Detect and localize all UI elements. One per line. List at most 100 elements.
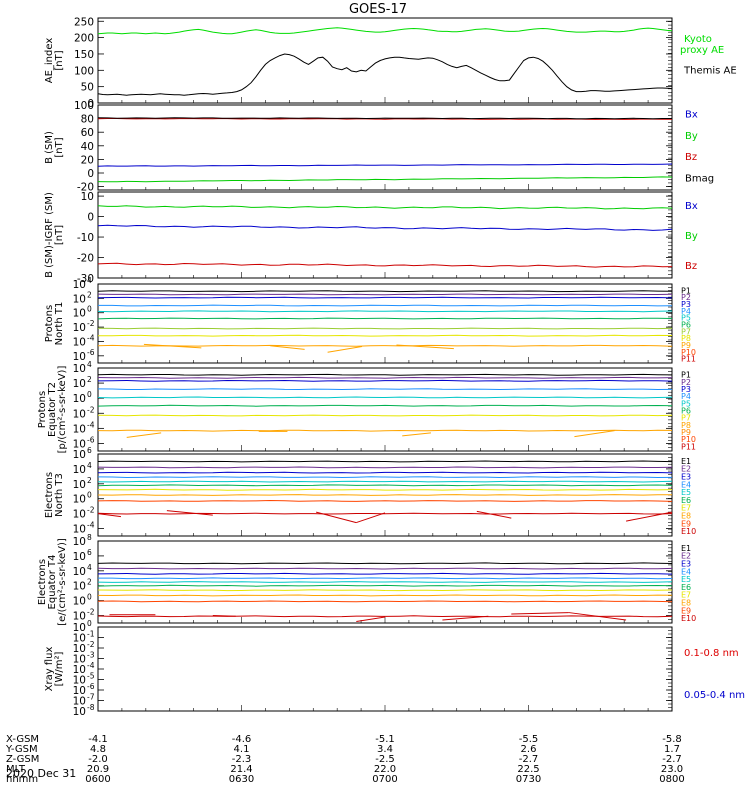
channel-label: P6 [681, 321, 691, 330]
x-tick-value: -4.1 [88, 734, 108, 745]
y-tick-exponent: -1 [87, 630, 95, 639]
legend-label: By [685, 131, 698, 142]
channel-line-E9 [97, 600, 673, 603]
y-tick-label: 10 [73, 643, 86, 655]
y-tick-label: 10 [73, 536, 86, 548]
y-tick-label: 10 [73, 438, 86, 450]
y-tick-label: 10 [73, 308, 86, 320]
y-axis-label: [nT] [54, 50, 65, 70]
y-tick-exponent: 2 [87, 290, 92, 299]
channel-line-P5 [97, 310, 673, 313]
sparse-segment [315, 511, 357, 524]
y-tick-label: -20 [77, 182, 94, 194]
y-tick-label: 80 [81, 114, 94, 126]
y-tick-label: 0 [87, 168, 94, 180]
channel-label: P2 [681, 378, 691, 387]
series-line-0 [97, 163, 673, 167]
y-tick-exponent: -2 [87, 405, 95, 414]
channel-line-E3 [97, 471, 673, 474]
sparse-segment [568, 612, 627, 621]
y-tick-label: 10 [73, 581, 86, 593]
series-line-1 [97, 205, 673, 210]
x-tick-value: -4.6 [232, 734, 252, 745]
channel-label: E9 [681, 519, 691, 528]
y-tick-exponent: 2 [87, 476, 92, 485]
y-tick-exponent: 4 [87, 360, 92, 369]
y-tick-exponent: 0 [87, 619, 92, 628]
sparse-segment [356, 616, 386, 623]
sparse-segment [212, 615, 236, 617]
channel-line-P4 [98, 304, 673, 307]
y-tick-exponent: -2 [87, 506, 95, 515]
channel-line-P8 [97, 334, 673, 337]
y-tick-exponent: 2 [87, 375, 92, 384]
y-tick-label: 10 [73, 509, 86, 521]
channel-label: P3 [681, 300, 691, 309]
y-tick-label: 10 [73, 654, 86, 666]
y-tick-exponent: -2 [87, 640, 95, 649]
x-tick-value: 1.7 [664, 744, 680, 755]
channel-line-E7 [97, 488, 673, 491]
y-tick-label: 0 [87, 98, 94, 110]
channel-line-P7 [97, 327, 673, 330]
x-row-label: X-GSM [6, 734, 39, 745]
legend-label: Bx [685, 110, 698, 121]
sparse-segment [143, 343, 202, 349]
legend-label: Bz [685, 152, 697, 163]
y-axis-label: [p/(cm²-s-sr-keV)] [57, 366, 68, 454]
x-tick-value: -2.7 [519, 754, 539, 765]
channel-line-E1 [97, 460, 673, 463]
y-axis-label: [W/m²] [54, 651, 65, 686]
y-tick-label: 10 [73, 393, 86, 405]
channel-label: E2 [681, 465, 691, 474]
channel-label: E7 [681, 504, 691, 513]
x-tick-value: 23.0 [661, 764, 683, 775]
x-row-label: Z-GSM [6, 754, 39, 765]
channel-label: E3 [681, 560, 691, 569]
x-row-label: MLT [6, 764, 26, 775]
figure-title: GOES-17 [349, 2, 407, 17]
channel-label: E10 [681, 527, 696, 536]
date-label: 2020 Dec 31 [6, 767, 76, 780]
y-tick-exponent: 0 [87, 390, 92, 399]
channel-line-E1 [97, 562, 673, 565]
x-tick-value: 0730 [516, 774, 541, 785]
sparse-segment [356, 512, 386, 524]
x-tick-value: 4.1 [234, 744, 250, 755]
channel-label: E4 [681, 480, 691, 489]
channel-line-P5 [97, 396, 673, 399]
y-tick-label: 10 [73, 351, 86, 363]
sparse-segment [166, 510, 213, 516]
y-tick-label: -30 [77, 273, 94, 285]
y-tick-exponent: -4 [87, 521, 95, 530]
y-tick-label: 10 [73, 566, 86, 578]
y-tick-label: 250 [74, 16, 94, 28]
panel-bigrf: -30 -20 -10 0 10 B (SM)-IGRF (SM) [nT] Bx By Bz [44, 191, 698, 285]
y-axis-label: Equator T2 [47, 382, 58, 437]
x-tick-value: 0600 [85, 774, 110, 785]
x-tick-value: 0800 [659, 774, 684, 785]
series-line-1 [97, 53, 673, 96]
x-tick-value: 2.6 [521, 744, 537, 755]
channel-line-E9 [97, 499, 673, 502]
legend-label: 0.1-0.8 nm [684, 648, 739, 659]
sparse-segment [442, 615, 489, 621]
y-axis-label: [e/(cm²-s-sr-keV)] [57, 538, 68, 626]
y-tick-exponent: -6 [87, 435, 95, 444]
x-tick-value: -2.3 [232, 754, 252, 765]
y-tick-label: 10 [73, 596, 86, 608]
y-tick-exponent: 8 [87, 533, 92, 542]
sparse-segment [396, 344, 454, 350]
y-tick-label: 10 [73, 633, 86, 645]
x-tick-value: 22.5 [517, 764, 539, 775]
y-tick-exponent: 6 [87, 446, 92, 455]
channel-label: P1 [681, 371, 691, 380]
x-tick-value: -2.5 [375, 754, 395, 765]
y-tick-exponent: 4 [87, 276, 92, 285]
y-tick-exponent: 6 [87, 548, 92, 557]
legend-label: Kyoto [684, 34, 712, 45]
channel-label: P7 [681, 414, 691, 423]
channel-label: P9 [681, 428, 691, 437]
